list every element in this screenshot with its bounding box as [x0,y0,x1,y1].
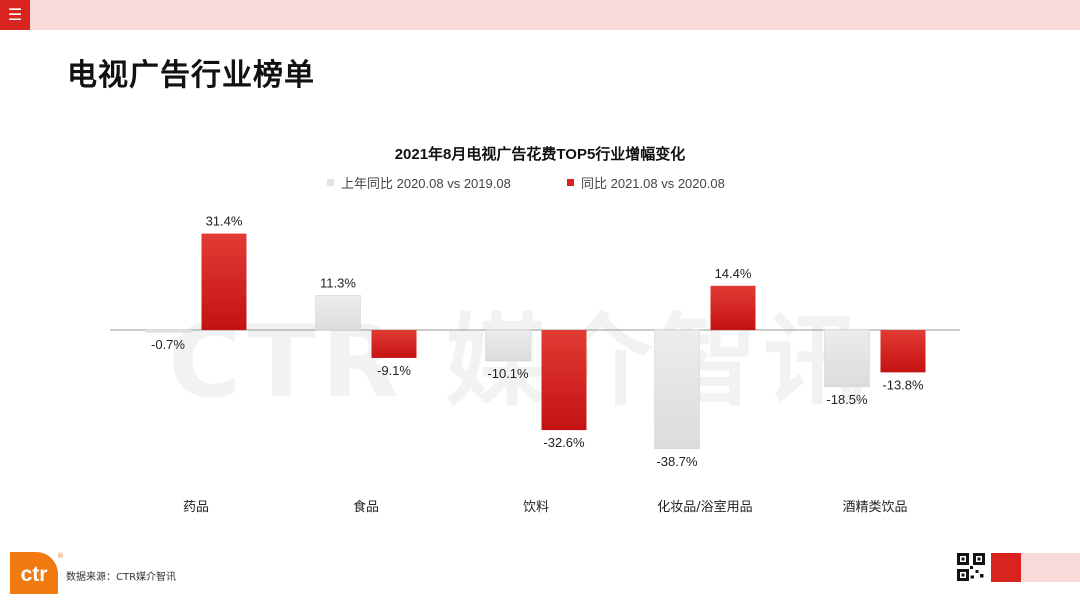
data-label: -38.7% [656,454,698,469]
bar-current-year-3 [710,285,756,330]
bar-prior-year-0 [145,329,191,333]
category-label: 药品 [183,500,209,515]
category-label: 食品 [353,499,379,515]
bar-prior-year-4 [824,329,870,388]
legend-swatch-red [567,179,574,186]
data-label: 14.4% [715,266,752,281]
data-label: -13.8% [882,377,924,392]
bar-current-year-0 [201,233,247,330]
category-label: 酒精类饮品 [842,500,907,515]
data-label: -32.6% [543,435,585,450]
bar-current-year-1 [371,330,417,358]
footer-accent-red [991,553,1021,582]
legend-label: 同比 2021.08 vs 2020.08 [581,176,725,191]
hamburger-menu-icon[interactable]: ☰ [0,0,30,30]
qr-code-icon [957,553,985,581]
data-label: -9.1% [377,363,411,378]
registered-mark: ® [57,552,64,560]
legend-label: 上年同比 2020.08 vs 2019.08 [341,176,511,191]
top-bar [0,0,1080,30]
legend-swatch-gray [327,179,334,186]
category-label: 化妆品/浴室用品 [657,499,752,515]
footer-accent-pink [1021,553,1080,582]
ctr-logo: ctr [10,552,58,594]
bar-current-year-4 [880,330,926,373]
data-label: -0.7% [151,337,185,352]
bar-current-year-2 [541,330,587,431]
page-title: 电视广告行业榜单 [67,58,315,93]
data-label: 11.3% [320,275,356,290]
data-label: -10.1% [487,366,529,381]
chart-title: 2021年8月电视广告花费TOP5行业增幅变化 [394,146,686,163]
data-label: -18.5% [826,392,868,407]
bar-prior-year-2 [485,329,531,362]
bar-prior-year-3 [654,329,700,450]
category-label: 饮料 [523,500,549,515]
legend-item-prior-year: 上年同比 2020.08 vs 2019.08 [327,173,511,192]
bar-prior-year-1 [315,295,361,331]
data-label: 31.4% [206,214,243,229]
legend-item-current-year: 同比 2021.08 vs 2020.08 [567,173,725,192]
data-source: 数据来源：CTR媒介智讯 [66,572,177,583]
